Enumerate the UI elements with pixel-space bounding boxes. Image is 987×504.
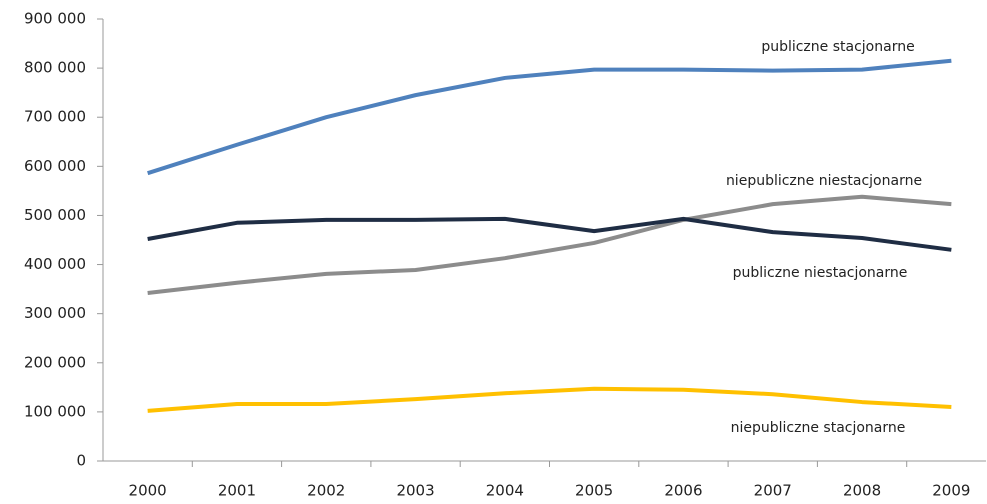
x-tick-label: 2008 [843,482,881,500]
x-tick-label: 2007 [754,482,792,500]
series-label: publiczne niestacjonarne [733,265,908,281]
y-tick-label: 200 000 [24,353,86,371]
x-tick-label: 2002 [307,482,345,500]
series-line [147,386,952,413]
y-tick-label: 800 000 [24,59,86,77]
x-tick-label: 2006 [664,482,702,500]
series-label: publiczne stacjonarne [761,39,914,55]
x-tick-label: 2001 [218,482,256,500]
y-tick-label: 500 000 [24,206,86,224]
series-label: niepubliczne niestacjonarne [726,173,922,189]
y-tick-label: 900 000 [24,10,86,28]
y-tick-label: 400 000 [24,255,86,273]
series-label: niepubliczne stacjonarne [731,420,906,436]
x-tick-label: 2005 [575,482,613,500]
x-tick-label: 2009 [932,482,970,500]
series-line [147,216,952,252]
series-line [147,58,952,176]
x-tick-label: 2000 [129,482,167,500]
y-tick-label: 600 000 [24,157,86,175]
y-tick-label: 0 [76,452,86,470]
series-line [147,194,952,296]
x-tick-label: 2003 [396,482,434,500]
y-tick-label: 300 000 [24,304,86,322]
y-tick-label: 700 000 [24,108,86,126]
y-tick-label: 100 000 [24,402,86,420]
x-tick-label: 2004 [486,482,524,500]
